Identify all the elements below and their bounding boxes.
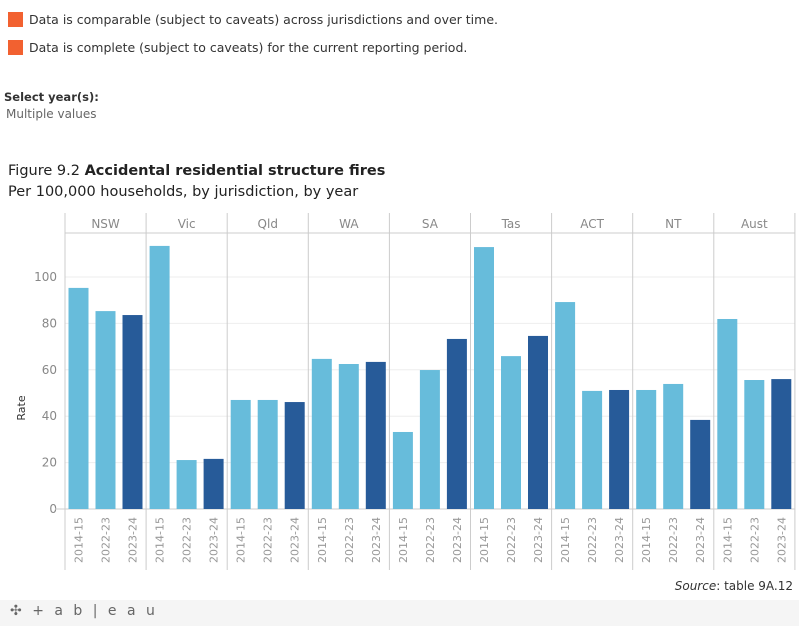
x-tick-label: 2014-15 xyxy=(154,517,167,563)
bar-nsw-2023-24 xyxy=(122,315,143,509)
year-filter-value[interactable]: Multiple values xyxy=(6,107,97,121)
bar-qld-2014-15 xyxy=(230,399,251,509)
bar-aust-2022-23 xyxy=(744,380,765,509)
bar-nsw-2022-23 xyxy=(95,311,116,509)
x-tick-label: 2023-24 xyxy=(127,517,140,563)
panel-label-qld: Qld xyxy=(258,217,278,231)
bar-tas-2023-24 xyxy=(528,335,548,509)
x-tick-label: 2014-15 xyxy=(397,517,410,563)
y-tick-label: 20 xyxy=(42,456,57,470)
bar-nt-2022-23 xyxy=(663,383,684,509)
y-tick-label: 40 xyxy=(42,409,57,423)
legend-comparable: Data is comparable (subject to caveats) … xyxy=(8,12,498,27)
bar-sa-2014-15 xyxy=(392,431,413,509)
x-tick-label: 2014-15 xyxy=(640,517,653,563)
x-tick-label: 2022-23 xyxy=(262,517,275,563)
x-tick-label: 2014-15 xyxy=(235,517,248,563)
tableau-footer: ✣ + a b | e a u xyxy=(0,600,799,626)
legend-complete-text: Data is complete (subject to caveats) fo… xyxy=(29,40,468,55)
bar-chart: 0 20 40 60 80 100 Rate NSW 2014-15 2022-23 2023-24… xyxy=(15,213,796,570)
x-tick-label: 2022-23 xyxy=(586,517,599,563)
legend-comparable-text: Data is comparable (subject to caveats) … xyxy=(29,12,498,27)
x-tick-label: 2023-24 xyxy=(775,517,788,563)
x-tick-label: 2022-23 xyxy=(667,517,680,563)
bar-wa-2023-24 xyxy=(365,361,386,509)
x-tick-label: 2014-15 xyxy=(478,517,491,563)
bar-act-2023-24 xyxy=(609,389,630,509)
bar-nt-2023-24 xyxy=(690,419,711,509)
x-tick-label: 2022-23 xyxy=(748,517,761,563)
x-tick-label: 2022-23 xyxy=(424,517,437,563)
panel-label-tas: Tas xyxy=(501,217,521,231)
x-tick-label: 2014-15 xyxy=(316,517,329,563)
bar-vic-2014-15 xyxy=(149,245,170,510)
orange-square-icon xyxy=(8,40,23,55)
x-tick-label: 2023-24 xyxy=(694,517,707,563)
source-text: : table 9A.12 xyxy=(716,579,793,593)
bar-tas-2022-23 xyxy=(501,356,521,509)
bar-sa-2023-24 xyxy=(446,338,467,509)
bar-act-2022-23 xyxy=(582,390,603,509)
source-label: Source xyxy=(674,579,717,593)
x-tick-label: 2023-24 xyxy=(289,517,302,563)
y-tick-label: 80 xyxy=(42,316,57,330)
bar-act-2014-15 xyxy=(555,302,576,509)
panel-label-act: ACT xyxy=(580,217,604,231)
x-tick-label: 2022-23 xyxy=(181,517,194,563)
x-tick-label: 2023-24 xyxy=(370,517,383,563)
year-filter-label: Select year(s): xyxy=(4,90,99,104)
figure-subtitle: Per 100,000 households, by jurisdiction,… xyxy=(8,184,359,200)
source-note: Source: table 9A.12 xyxy=(675,579,793,593)
figure-title-text: Accidental residential structure fires xyxy=(84,163,386,179)
panel-label-aust: Aust xyxy=(741,217,768,231)
figure-number: Figure 9.2 xyxy=(8,163,80,179)
tableau-logo-text: + a b | e a u xyxy=(32,603,158,619)
x-tick-label: 2023-24 xyxy=(532,517,545,563)
bar-vic-2023-24 xyxy=(203,458,224,509)
orange-square-icon xyxy=(8,12,23,27)
x-tick-label: 2022-23 xyxy=(100,517,113,563)
x-tick-label: 2014-15 xyxy=(559,517,572,563)
bar-aust-2023-24 xyxy=(771,379,792,509)
panel-label-sa: SA xyxy=(422,217,439,231)
legend-complete: Data is complete (subject to caveats) fo… xyxy=(8,40,467,55)
x-tick-label: 2014-15 xyxy=(73,517,86,563)
panel-label-vic: Vic xyxy=(178,217,196,231)
bar-qld-2023-24 xyxy=(284,402,305,509)
y-axis-title: Rate xyxy=(15,395,28,420)
figure-title: Figure 9.2 Accidental residential struct… xyxy=(8,163,385,179)
x-tick-label: 2023-24 xyxy=(613,517,626,563)
x-tick-label: 2022-23 xyxy=(343,517,356,563)
panel-label-nt: NT xyxy=(665,217,682,231)
bar-nsw-2014-15 xyxy=(68,287,89,509)
x-tick-label: 2014-15 xyxy=(721,517,734,563)
y-tick-label: 0 xyxy=(49,502,57,516)
x-tick-label: 2023-24 xyxy=(208,517,221,563)
panel-label-wa: WA xyxy=(339,217,359,231)
bar-qld-2022-23 xyxy=(257,399,278,509)
bar-tas-2014-15 xyxy=(474,247,494,509)
bar-sa-2022-23 xyxy=(419,370,440,509)
bar-nt-2014-15 xyxy=(636,389,657,509)
y-tick-label: 100 xyxy=(34,270,57,284)
x-tick-label: 2023-24 xyxy=(451,517,464,563)
bar-vic-2022-23 xyxy=(176,460,197,509)
bar-aust-2014-15 xyxy=(717,318,738,509)
bar-wa-2014-15 xyxy=(311,358,332,509)
bar-wa-2022-23 xyxy=(338,364,359,509)
y-tick-label: 60 xyxy=(42,363,57,377)
panel-label-nsw: NSW xyxy=(91,217,120,231)
x-tick-label: 2022-23 xyxy=(505,517,518,563)
tableau-logo[interactable]: ✣ + a b | e a u xyxy=(10,603,158,619)
